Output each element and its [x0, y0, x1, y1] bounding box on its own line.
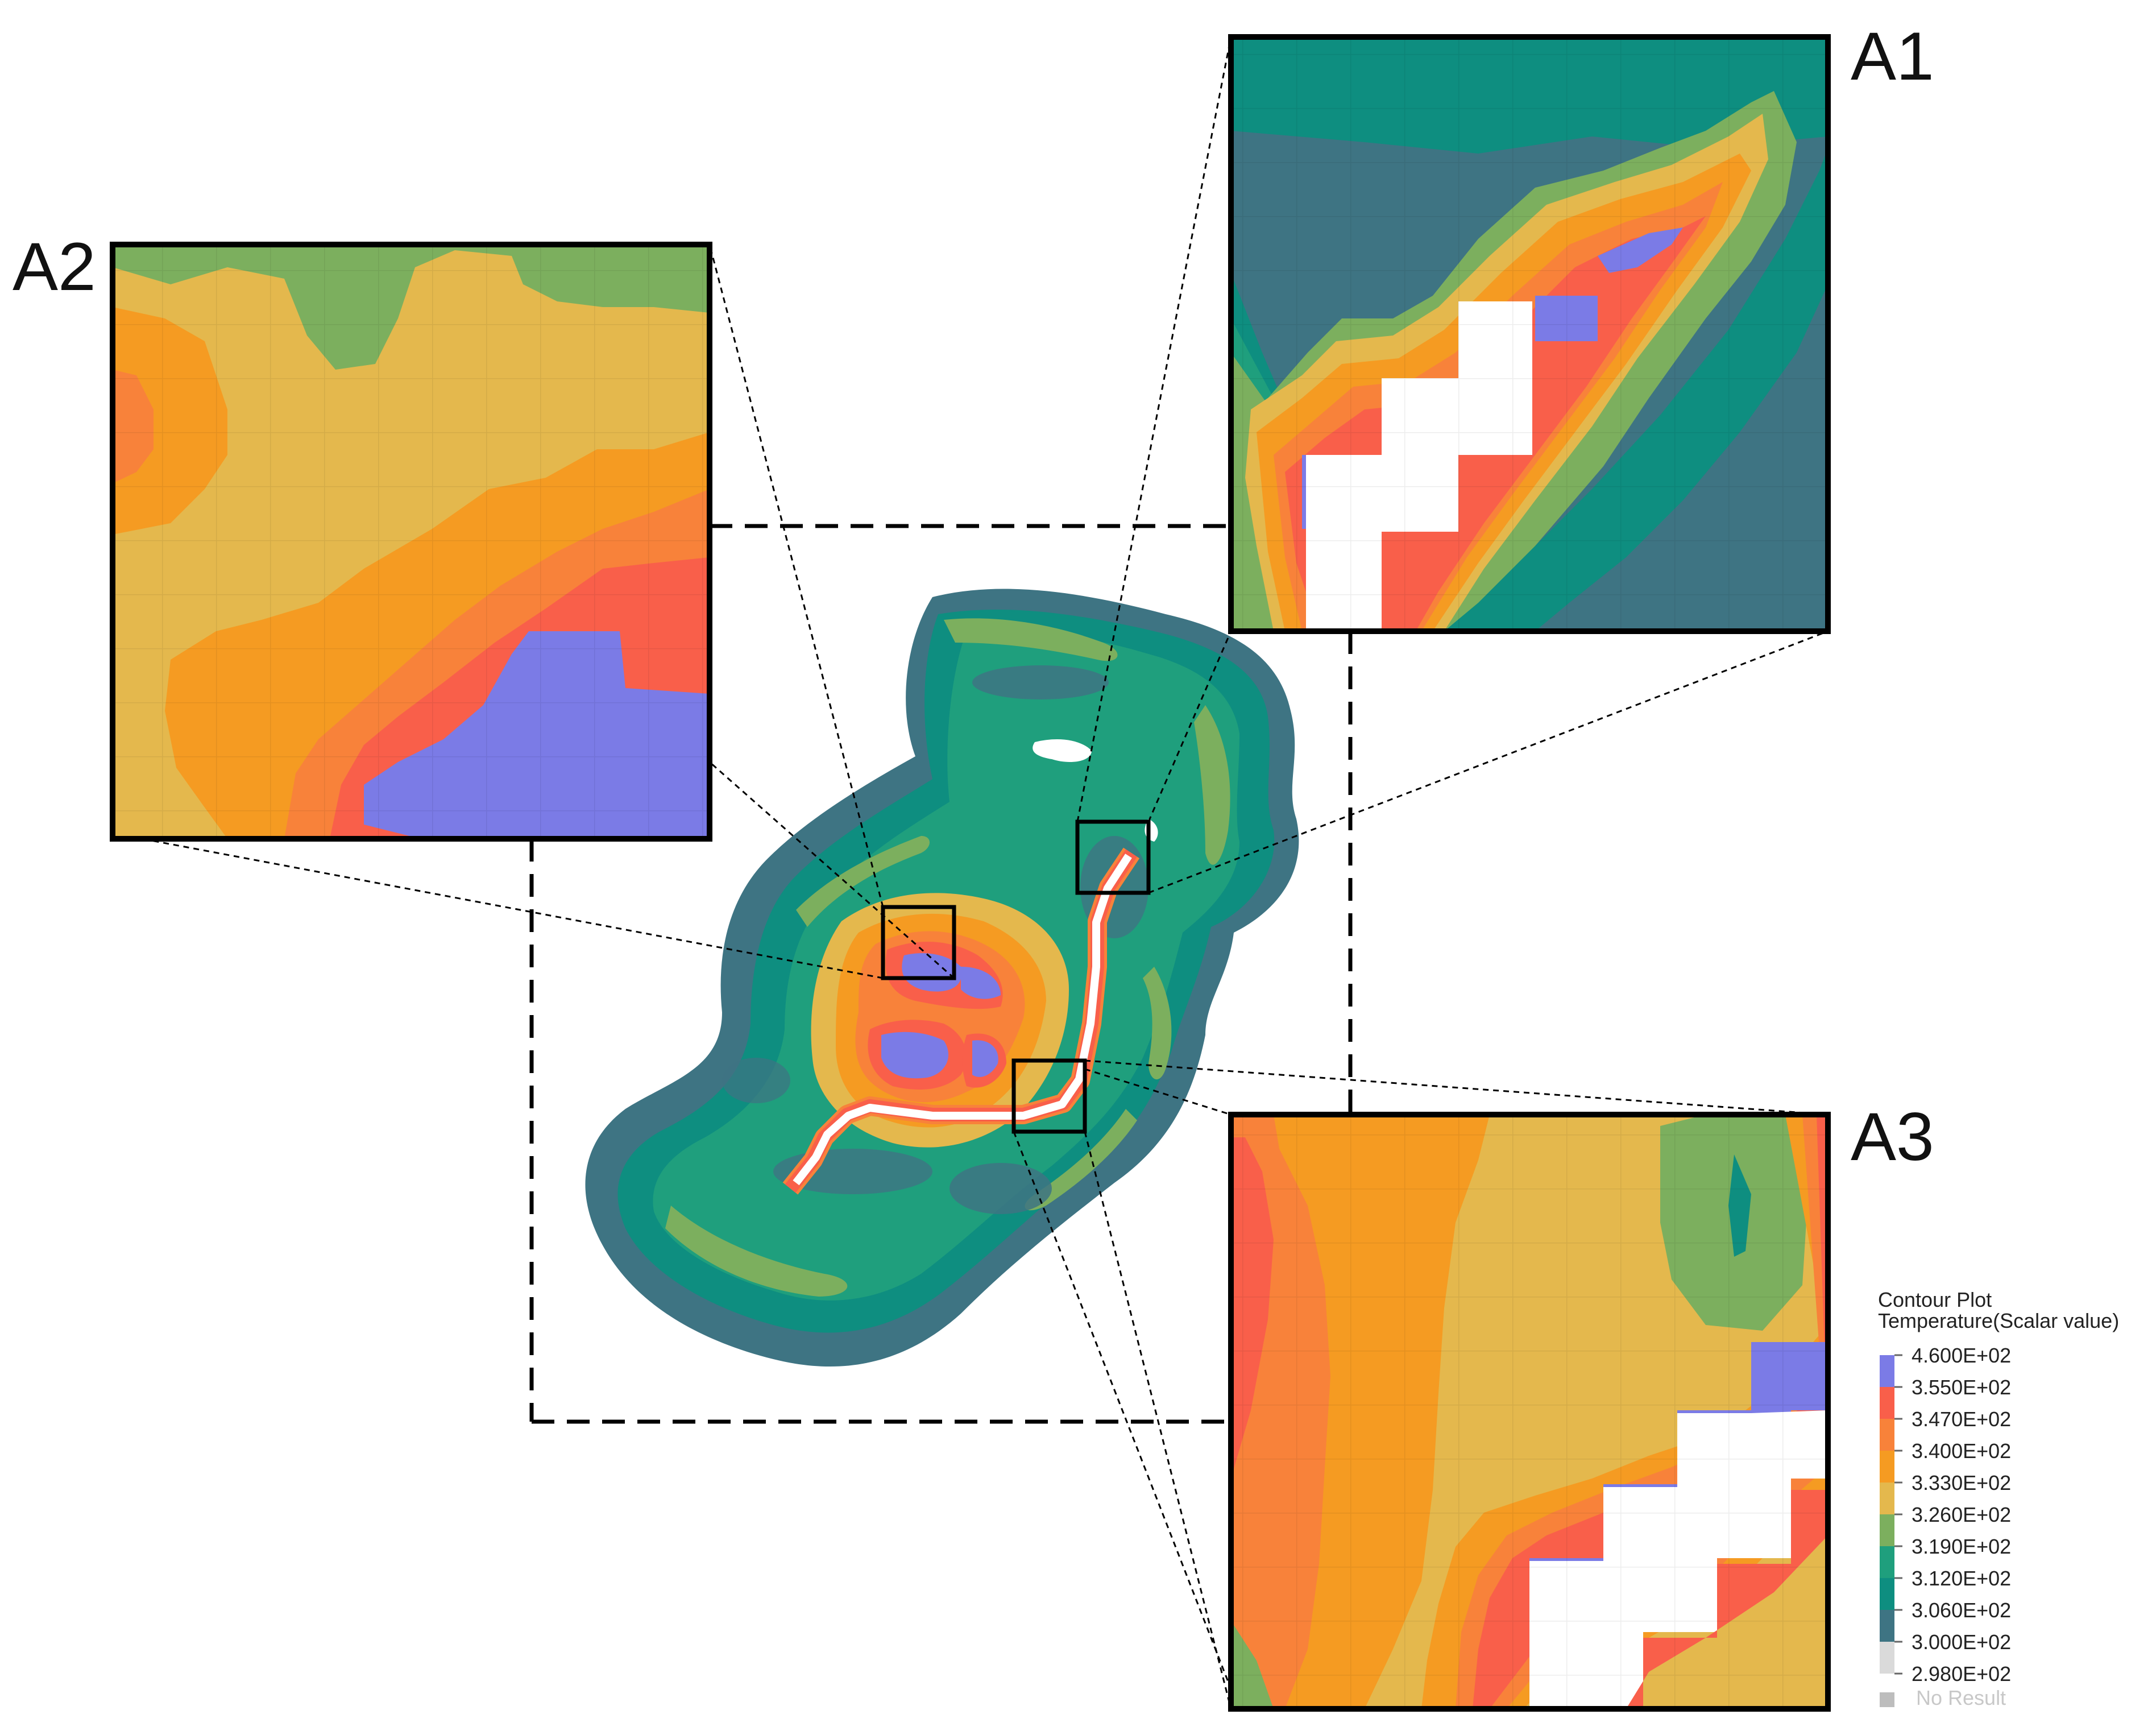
panel-label-a1: A1 — [1851, 18, 1934, 94]
legend-value-label: 3.330E+02 — [1912, 1471, 2011, 1494]
legend-value-label: 3.400E+02 — [1912, 1439, 2011, 1463]
legend-no-result-label: No Result — [1916, 1686, 2006, 1709]
detail-boxes — [881, 819, 1151, 1134]
dashed-overview-frame — [529, 524, 1353, 1424]
detail-box-a1 — [1075, 819, 1151, 895]
specimen-contour-body — [585, 589, 1299, 1367]
legend-title-line1: Contour Plot — [1878, 1288, 1992, 1311]
legend-swatch — [1880, 1387, 1894, 1419]
panel-label-a3: A3 — [1851, 1099, 1934, 1175]
legend-value-label: 3.060E+02 — [1912, 1599, 2011, 1622]
legend-swatch — [1880, 1514, 1894, 1546]
legend-swatch — [1880, 1642, 1894, 1674]
temperature-legend: Contour Plot Temperature(Scalar value) 4… — [1878, 1288, 2119, 1709]
legend-no-result-swatch — [1880, 1692, 1894, 1707]
legend-value-label: 4.600E+02 — [1912, 1344, 2011, 1367]
legend-swatch — [1880, 1578, 1894, 1610]
zoom-projection-lines — [142, 36, 1829, 1709]
legend-value-label: 3.190E+02 — [1912, 1535, 2011, 1558]
legend-swatch — [1880, 1610, 1894, 1642]
legend-items: 4.600E+02 3.550E+02 3.470E+02 3.400E+02 3.33… — [1880, 1344, 2011, 1686]
zoom-panel-a2 — [113, 245, 710, 839]
legend-swatch — [1880, 1355, 1894, 1387]
legend-value-label: 3.470E+02 — [1912, 1407, 2011, 1431]
detail-box-a3 — [1011, 1058, 1087, 1134]
legend-value-label: 3.120E+02 — [1912, 1567, 2011, 1590]
legend-value-label: 3.550E+02 — [1912, 1376, 2011, 1399]
legend-swatch — [1880, 1483, 1894, 1514]
zoom-panel-a3 — [1231, 1115, 1828, 1709]
detail-box-a2 — [881, 905, 956, 980]
legend-swatch — [1880, 1419, 1894, 1451]
legend-swatch — [1880, 1546, 1894, 1578]
legend-value-label: 3.000E+02 — [1912, 1630, 2011, 1654]
panel-label-a2: A2 — [13, 229, 96, 305]
legend-title-line2: Temperature(Scalar value) — [1878, 1309, 2119, 1332]
legend-value-label: 2.980E+02 — [1912, 1662, 2011, 1686]
legend-value-label: 3.260E+02 — [1912, 1503, 2011, 1526]
legend-swatch — [1880, 1451, 1894, 1483]
zoom-panel-a1 — [1231, 37, 1828, 631]
